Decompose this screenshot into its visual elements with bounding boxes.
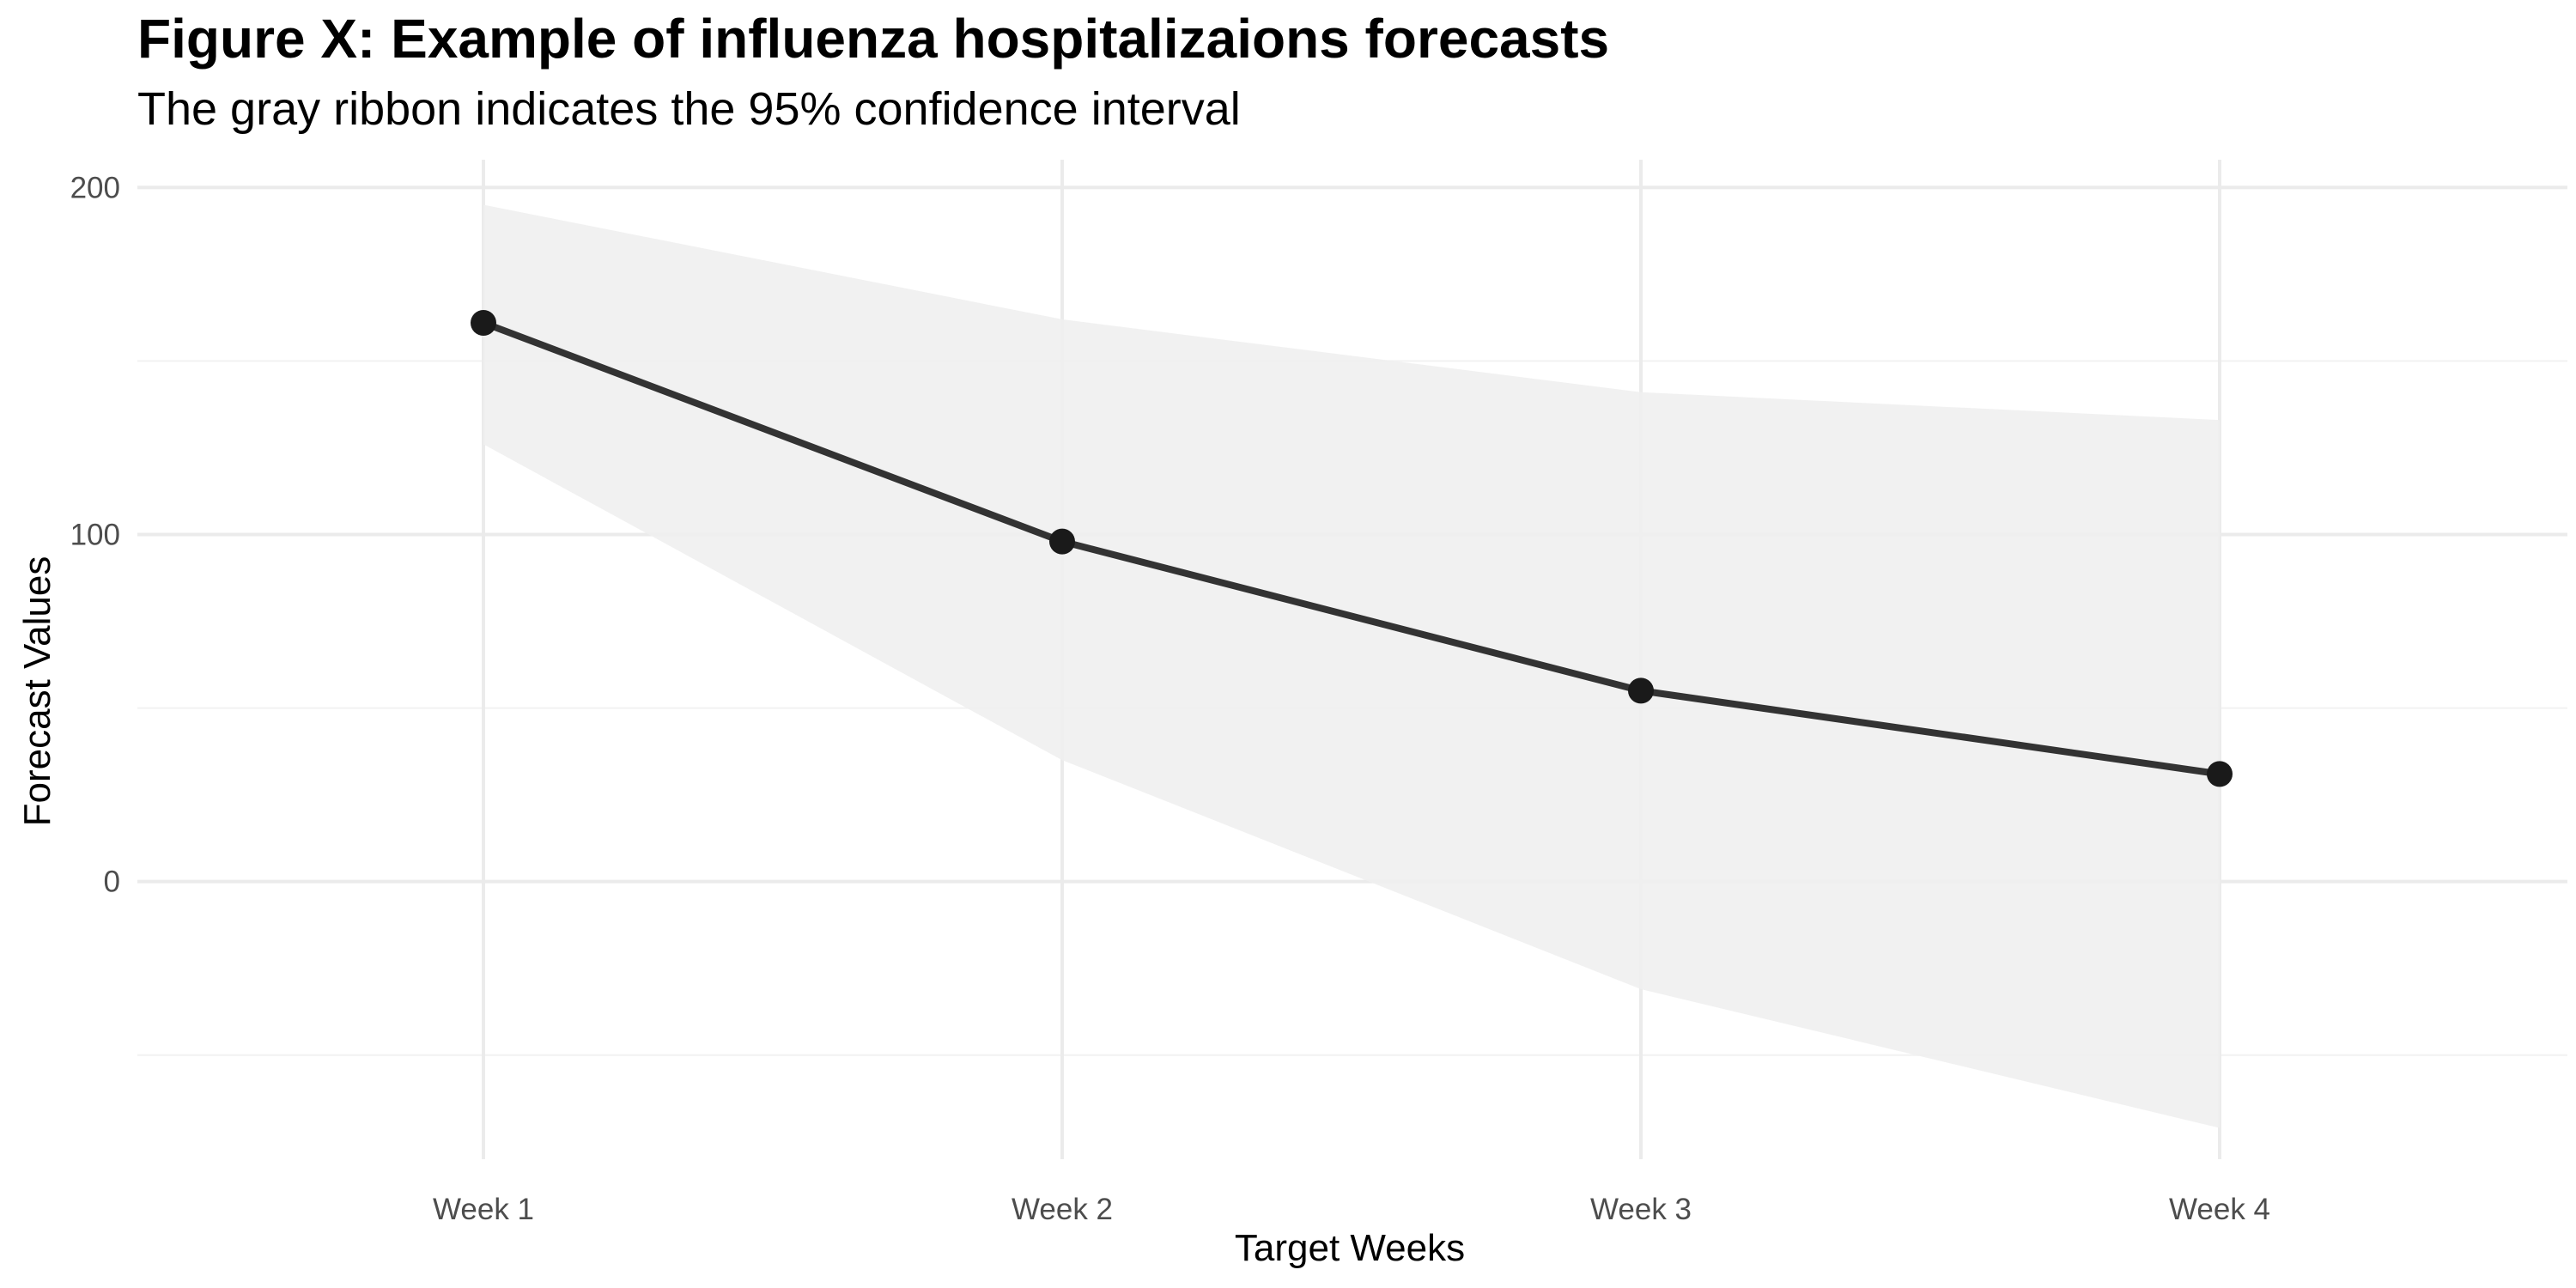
confidence-ribbon-group [483,204,2220,1128]
y-tick-label: 100 [70,519,120,552]
y-tick-label: 200 [70,171,120,204]
forecast-line-group [482,319,2221,778]
chart-title: Figure X: Example of influenza hospitali… [137,8,1610,70]
x-tick-label: Week 4 [2169,1193,2270,1226]
x-axis-ticks: Week 1 Week 2 Week 3 Week 4 [433,1193,2270,1226]
x-tick-label: Week 2 [1012,1193,1113,1226]
forecast-point [1049,528,1075,555]
x-tick-label: Week 1 [433,1193,534,1226]
x-axis-title: Target Weeks [1235,1227,1465,1269]
x-tick-label: Week 3 [1590,1193,1692,1226]
forecast-points [471,309,2233,787]
y-axis-title: Forecast Values [16,556,58,827]
forecast-point [471,309,496,336]
y-axis-ticks: 0 100 200 [70,171,120,898]
confidence-ribbon [483,204,2220,1128]
forecast-point [2207,761,2233,787]
y-tick-label: 0 [104,866,120,899]
forecast-point [1628,677,1654,704]
forecast-line [482,319,2221,778]
chart-subtitle: The gray ribbon indicates the 95% confid… [137,83,1241,135]
